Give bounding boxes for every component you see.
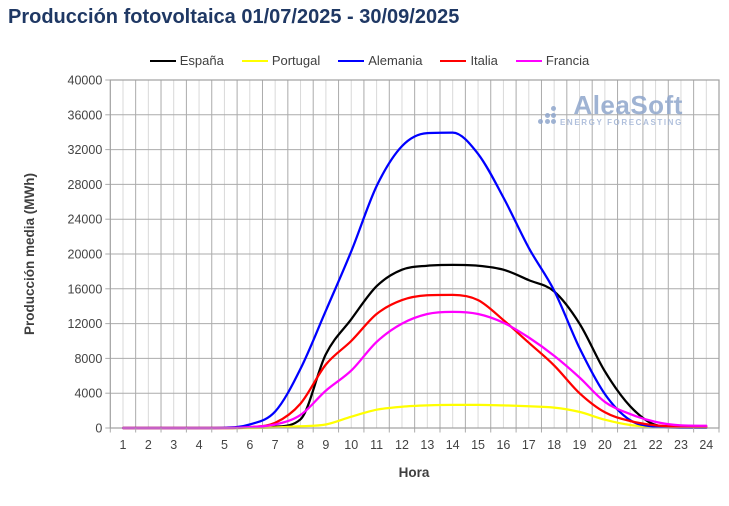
y-tick-label: 12000 [68, 317, 103, 331]
legend-item-francia: Francia [515, 53, 590, 68]
x-tick-label: 1 [120, 438, 127, 452]
x-tick-label: 18 [547, 438, 561, 452]
y-tick-label: 32000 [68, 143, 103, 157]
y-tick-label: 24000 [68, 213, 103, 227]
x-tick-label: 15 [471, 438, 485, 452]
x-tick-label: 3 [170, 438, 177, 452]
y-axis-title: Producción media (MWh) [22, 173, 37, 335]
x-tick-label: 10 [344, 438, 358, 452]
legend-label: Francia [545, 53, 590, 68]
x-tick-label: 23 [674, 438, 688, 452]
legend-item-espana: España [149, 53, 224, 68]
x-tick-label: 12 [395, 438, 409, 452]
legend-swatch-alemania [338, 59, 365, 62]
y-tick-label: 28000 [68, 178, 103, 192]
legend-item-alemania: Alemania [338, 53, 422, 68]
y-tick-label: 4000 [74, 387, 102, 401]
y-tick-label: 0 [95, 422, 102, 436]
legend-swatch-portugal [241, 59, 268, 62]
plot-border [109, 79, 720, 429]
y-tick-label: 16000 [68, 282, 103, 296]
x-tick-label: 16 [496, 438, 510, 452]
legend: España Portugal Alemania Italia Francia [0, 53, 729, 68]
x-tick-label: 19 [573, 438, 587, 452]
x-tick-label: 22 [649, 438, 663, 452]
legend-label: España [179, 53, 224, 68]
x-tick-label: 2 [145, 438, 152, 452]
x-axis-title: Hora [399, 465, 430, 480]
grid-layer [110, 80, 719, 428]
legend-swatch-espana [149, 59, 176, 62]
y-tick-label: 20000 [68, 248, 103, 262]
x-tick-label: 17 [522, 438, 536, 452]
x-tick-label: 20 [598, 438, 612, 452]
x-tick-label: 11 [370, 438, 383, 452]
y-tick-label: 36000 [68, 108, 103, 122]
chart-title: Producción fotovoltaica 01/07/2025 - 30/… [8, 6, 460, 28]
x-tick-label: 21 [623, 438, 637, 452]
axis-layer: 0 4000 8000 12000 16000 20000 24000 28000 32000 3… [68, 74, 720, 452]
x-tick-label: 5 [221, 438, 228, 452]
legend-item-portugal: Portugal [241, 53, 321, 68]
legend-item-italia: Italia [440, 53, 498, 68]
legend-label: Alemania [368, 53, 423, 68]
x-tick-label: 4 [196, 438, 203, 452]
x-tick-label: 6 [246, 438, 253, 452]
x-tick-label: 9 [322, 438, 329, 452]
x-tick-label: 14 [446, 438, 460, 452]
x-tick-label: 8 [297, 438, 304, 452]
legend-swatch-francia [515, 59, 542, 62]
x-tick-label: 13 [420, 438, 434, 452]
legend-label: Portugal [271, 53, 321, 68]
legend-label: Italia [470, 53, 498, 68]
legend-swatch-italia [440, 59, 467, 62]
x-tick-label: 7 [272, 438, 279, 452]
y-tick-label: 8000 [74, 352, 102, 366]
x-tick-label: 24 [699, 438, 713, 452]
y-tick-label: 40000 [68, 74, 103, 88]
